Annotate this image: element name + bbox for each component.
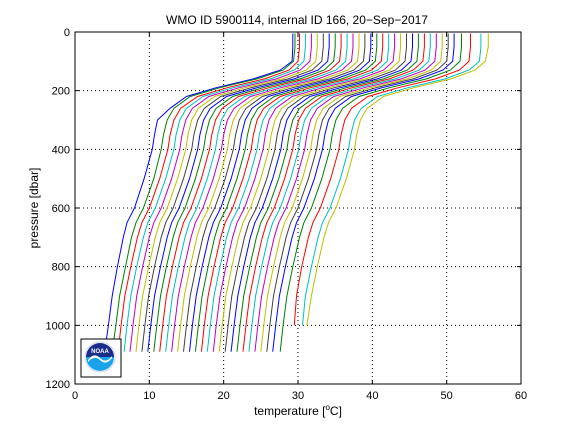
y-tick-label: 1000	[46, 320, 70, 332]
x-axis-title: temperature [oC]	[254, 403, 342, 418]
profile-line-24	[242, 33, 425, 352]
y-tick-label: 200	[52, 86, 70, 98]
profile-line-10	[159, 33, 342, 352]
y-axis-title: pressure [dbar]	[27, 168, 41, 249]
profile-line-20	[218, 33, 402, 352]
y-tick-label: 0	[64, 27, 70, 39]
profile-line-14	[183, 33, 366, 352]
profile-line-13	[177, 33, 360, 352]
x-tick-label: 30	[292, 390, 304, 402]
profile-line-1	[104, 33, 294, 352]
y-tick-label: 1200	[46, 379, 70, 391]
x-tick-label: 20	[218, 390, 230, 402]
x-tick-label: 10	[143, 390, 155, 402]
x-tick-label: 60	[515, 390, 527, 402]
profile-line-16	[194, 33, 378, 352]
x-tick-label: 50	[441, 390, 453, 402]
profile-line-6	[135, 33, 318, 352]
profiles	[104, 33, 489, 352]
profile-line-7	[141, 33, 324, 352]
profile-line-3	[117, 33, 300, 352]
profile-line-8	[147, 33, 330, 352]
profile-line-19	[212, 33, 396, 352]
profile-line-26	[254, 33, 437, 352]
x-axis-title-prefix: temperature [	[254, 404, 326, 418]
profile-line-12	[171, 33, 354, 352]
profile-line-31	[293, 33, 471, 326]
profile-line-29	[272, 33, 455, 352]
y-tick-label: 600	[52, 203, 70, 215]
profile-line-28	[266, 33, 449, 352]
profile-line-25	[248, 33, 431, 352]
x-axis-title-degree: o	[325, 403, 330, 412]
profile-line-9	[153, 33, 336, 352]
chart-title: WMO ID 5900114, internal ID 166, 20−Sep−…	[166, 13, 428, 27]
profile-line-11	[165, 33, 348, 352]
profile-line-27	[260, 33, 443, 352]
profile-line-17	[200, 33, 384, 352]
x-axis-title-suffix: C]	[330, 404, 342, 418]
profile-line-21	[224, 33, 407, 352]
logo-wave	[88, 355, 112, 363]
y-tick-label: 400	[52, 144, 70, 156]
profile-line-33	[306, 33, 489, 326]
profile-line-2	[111, 33, 296, 352]
logo-upper-half	[86, 343, 114, 357]
profile-line-32	[302, 33, 482, 326]
profile-line-22	[230, 33, 413, 352]
profile-line-18	[206, 33, 390, 352]
profile-line-15	[189, 33, 372, 352]
y-tick-label: 800	[52, 262, 70, 274]
noaa-logo: NOAA	[80, 338, 122, 378]
profile-line-5	[129, 33, 312, 352]
profile-line-4	[123, 33, 306, 352]
logo-text: NOAA	[91, 349, 109, 355]
profile-line-30	[279, 33, 462, 352]
x-tick-label: 0	[72, 390, 78, 402]
x-tick-label: 40	[366, 390, 378, 402]
profile-line-23	[236, 33, 419, 352]
